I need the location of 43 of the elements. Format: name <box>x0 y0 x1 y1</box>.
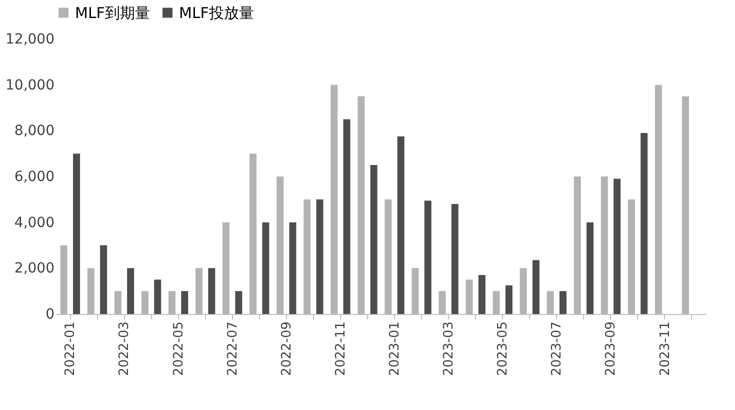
bar <box>424 200 432 314</box>
x-tick-label: 2023-09 <box>604 322 619 376</box>
y-tick-label: 8,000 <box>14 123 54 140</box>
x-tick-label: 2023-07 <box>550 322 565 376</box>
x-tick-label: 2022-07 <box>225 322 240 376</box>
x-tick-label: 2022-03 <box>117 322 132 376</box>
y-tick-label: 4,000 <box>14 214 54 231</box>
bar <box>73 154 80 314</box>
x-tick-label: 2022-01 <box>63 322 78 376</box>
x-tick-label: 2023-03 <box>442 322 457 376</box>
bar <box>289 222 296 314</box>
x-tick-label: 2023-01 <box>388 322 403 376</box>
legend-label: MLF到期量 <box>75 4 150 22</box>
bar <box>235 291 242 314</box>
bar <box>343 119 350 314</box>
bar <box>640 132 648 314</box>
bar <box>560 291 567 314</box>
x-tick-label: 2022-11 <box>333 322 348 376</box>
x-tick-label: 2023-11 <box>658 322 673 376</box>
x-tick-label: 2023-05 <box>496 322 511 376</box>
bar <box>208 268 216 314</box>
bar <box>262 222 270 314</box>
y-tick-label: 12,000 <box>6 32 54 48</box>
bar <box>505 285 512 314</box>
y-tick-label: 10,000 <box>6 77 54 94</box>
bar <box>100 245 108 314</box>
bar <box>532 260 540 314</box>
legend-label: MLF投放量 <box>179 4 254 22</box>
bar <box>154 280 162 314</box>
y-tick-label: 0 <box>46 306 54 322</box>
bar <box>316 199 324 314</box>
x-tick-label: 2022-09 <box>279 322 294 376</box>
y-tick-label: 6,000 <box>14 169 54 185</box>
y-tick-label: 2,000 <box>14 260 54 277</box>
bar <box>614 178 621 314</box>
bar <box>478 275 486 314</box>
bar <box>586 222 594 314</box>
x-tick-label: 2022-05 <box>171 322 186 376</box>
bar <box>397 136 404 314</box>
bar <box>127 268 134 314</box>
bar <box>451 204 458 314</box>
bar <box>181 291 188 314</box>
bar <box>370 165 378 314</box>
